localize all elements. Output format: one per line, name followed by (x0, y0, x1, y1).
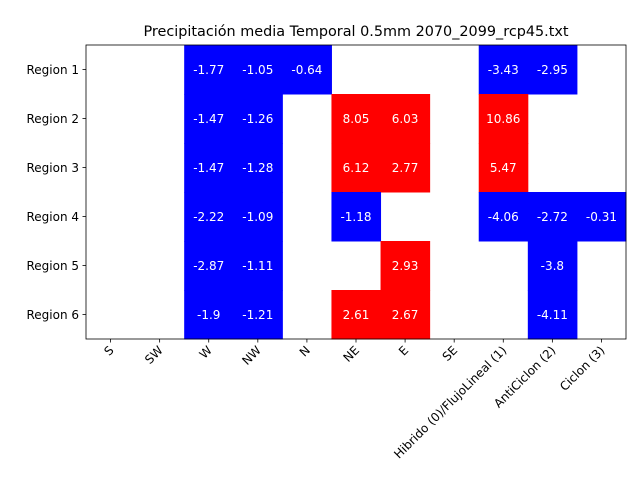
heatmap-cell (233, 290, 283, 340)
heatmap-cell (233, 94, 283, 144)
cell-value-label: -1.11 (242, 259, 273, 273)
cell-value-label: 6.03 (392, 112, 419, 126)
y-tick-label: Region 4 (26, 210, 79, 224)
x-tick-label: Ciclon (3) (557, 343, 607, 393)
cell-value-label: -1.05 (242, 63, 273, 77)
heatmap-cell (576, 192, 627, 242)
heatmap-cells (184, 45, 627, 340)
cell-value-labels: -1.77 -1.05 -0.64 -3.43 -2.95 -1.47 -1.26 8.05 6… (193, 63, 617, 322)
cell-value-label: -2.72 (537, 210, 568, 224)
heatmap-cell (527, 192, 578, 242)
cell-value-label: -4.06 (488, 210, 519, 224)
heatmap-cell (184, 143, 234, 193)
x-tick-label: SE (440, 343, 461, 364)
heatmap-cell (233, 143, 283, 193)
heatmap-cell (380, 241, 431, 291)
cell-value-label: -1.77 (193, 63, 224, 77)
cell-value-label: -1.47 (193, 161, 224, 175)
cell-value-label: -2.95 (537, 63, 568, 77)
x-tick-label: W (197, 343, 215, 361)
heatmap-cell (527, 290, 578, 340)
cell-value-label: 2.93 (392, 259, 419, 273)
y-axis: Region 1 Region 2 Region 3 Region 4 Region 5… (26, 63, 86, 322)
heatmap-cell (331, 290, 382, 340)
cell-value-label: 6.12 (343, 161, 370, 175)
x-tick-label: NE (341, 343, 363, 365)
heatmap-cell (380, 94, 431, 144)
x-tick-label: E (396, 343, 411, 358)
y-tick-label: Region 2 (26, 112, 79, 126)
heatmap-cell (233, 192, 283, 242)
cell-value-label: 2.67 (392, 308, 419, 322)
cell-value-label: -4.11 (537, 308, 568, 322)
heatmap-cell (282, 45, 332, 95)
heatmap-cell (478, 94, 529, 144)
heatmap-cell (233, 241, 283, 291)
cell-value-label: -1.47 (193, 112, 224, 126)
heatmap-cell (380, 143, 431, 193)
heatmap-cell (184, 94, 234, 144)
y-tick-label: Region 1 (26, 63, 79, 77)
cell-value-label: -1.09 (242, 210, 273, 224)
heatmap-cell (184, 192, 234, 242)
y-tick-label: Region 6 (26, 308, 79, 322)
heatmap-cell (527, 45, 578, 95)
y-tick-label: Region 3 (26, 161, 79, 175)
cell-value-label: -1.21 (242, 308, 273, 322)
cell-value-label: -1.28 (242, 161, 273, 175)
heatmap-cell (478, 45, 529, 95)
cell-value-label: 5.47 (490, 161, 517, 175)
heatmap-cell (331, 94, 382, 144)
x-tick-label: NW (239, 343, 264, 368)
cell-value-label: -2.22 (193, 210, 224, 224)
x-tick-label: S (101, 343, 116, 358)
x-tick-label: N (297, 343, 313, 359)
heatmap-cell (380, 290, 431, 340)
cell-value-label: -3.8 (541, 259, 564, 273)
cell-value-label: -1.26 (242, 112, 273, 126)
heatmap-cell (233, 45, 283, 95)
cell-value-label: -3.43 (488, 63, 519, 77)
heatmap-cell (527, 241, 578, 291)
x-tick-label: SW (142, 343, 166, 367)
heatmap-cell (478, 143, 529, 193)
heatmap-cell (184, 241, 234, 291)
cell-value-label: -1.9 (197, 308, 220, 322)
cell-value-label: 10.86 (486, 112, 520, 126)
cell-value-label: 8.05 (343, 112, 370, 126)
cell-value-label: -0.31 (586, 210, 617, 224)
heatmap-cell (184, 290, 234, 340)
heatmap-cell (184, 45, 234, 95)
heatmap-cell (478, 192, 529, 242)
cell-value-label: 2.61 (343, 308, 370, 322)
cell-value-label: -2.87 (193, 259, 224, 273)
heatmap-cell (331, 143, 382, 193)
y-tick-label: Region 5 (26, 259, 79, 273)
heatmap-cell (331, 192, 382, 242)
chart-title: Precipitación media Temporal 0.5mm 2070_… (143, 24, 568, 40)
cell-value-label: 2.77 (392, 161, 419, 175)
cell-value-label: -1.18 (340, 210, 371, 224)
cell-value-label: -0.64 (291, 63, 322, 77)
